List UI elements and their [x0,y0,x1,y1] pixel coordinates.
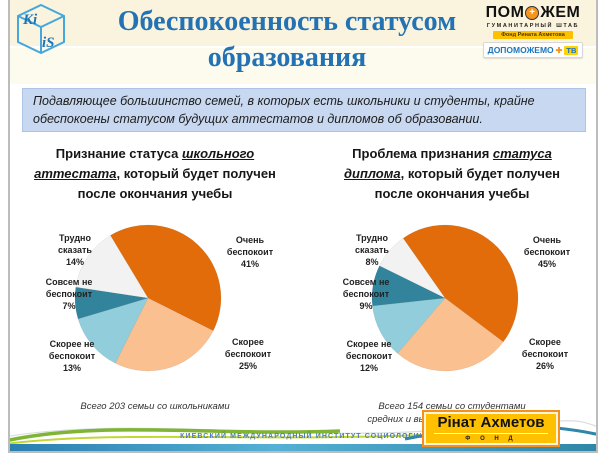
pie-slice [397,297,504,372]
pomozhem-subtitle: ГУМАНИТАРНЫЙ ШТАБ [486,23,580,29]
akhmetov-fond-label: Ф О Н Д [465,436,517,442]
slide: Ki iS Обеспокоенность статусом образован… [8,0,598,453]
pie-label: Трудно сказать 8% [355,233,389,267]
chart-note: Всего 203 семьи со школьниками [80,401,230,412]
akhmetov-logo: Рінат Ахметов Ф О Н Д [422,410,560,447]
akhmetov-name: Рінат Ахметов [437,414,545,431]
pie-label: Совсем не беспокоит 7% [45,277,93,311]
pie-label: Совсем не беспокоит 9% [342,277,390,311]
pomozhem-logo: ПОМ + ЖЕМ ГУМАНИТАРНЫЙ ШТАБ Фонд Рината … [475,4,591,58]
page-title-line1: Обеспокоенность статусом [117,6,457,37]
chart-title-suffix: , который будет получен после окончания … [77,166,276,201]
pie-label: Скорее беспокоит 25% [224,337,272,371]
pie-slice [77,297,149,364]
pie-slice [372,297,446,354]
chart-panel-diploma: Проблема признания статуса диплома, кото… [312,140,592,426]
summary-banner: Подавляющее большинство семей, в которых… [22,88,586,132]
footer-org-label: КИЕВСКИЙ МЕЖДУНАРОДНЫЙ ИНСТИТУТ СОЦИОЛОГ… [180,433,426,440]
svg-text:Ki: Ki [22,12,38,28]
pie-slice [379,237,446,299]
kiis-cube-icon: Ki iS [17,3,65,55]
plus-circle-icon: + [525,6,540,20]
pie-label: Скорее не беспокоит 13% [48,339,96,373]
chart-title: Проблема признания статуса диплома, кото… [326,144,578,204]
pomozhem-fond-bar: Фонд Рината Ахметова [493,31,573,39]
svg-text:iS: iS [42,35,55,51]
pomozhem-text-right: ЖЕМ [540,4,581,21]
pie-slice [75,235,149,299]
dopomozhemo-badge: ДОПОМОЖЕМО ✚ ТВ [482,42,584,58]
chart-panel-school: Признание статуса школьного аттестата, к… [15,140,295,413]
pomozhem-wordmark: ПОМ + ЖЕМ [486,4,581,22]
footer-blue-strip [10,444,596,451]
page-title: Обеспокоенность статусом образования [72,4,502,76]
pie-chart-diploma: Очень беспокоит 45% Скорее беспокоит 26% Ско… [317,210,587,396]
pie-slice [114,297,214,372]
chart-title-prefix: Проблема признания [352,146,493,161]
chart-title: Признание статуса школьного аттестата, к… [29,144,281,204]
pie-label: Очень беспокоит 41% [226,235,274,269]
pie-slice [110,224,222,332]
chart-title-prefix: Признание статуса [55,146,182,161]
pie-chart-school: Очень беспокоит 41% Скорее беспокоит 25% Ско… [20,210,290,396]
pomozhem-text-left: ПОМ [485,4,525,21]
pie-label: Очень беспокоит 45% [523,235,571,269]
akhmetov-divider [434,433,548,434]
kiis-logo: Ki iS [13,2,69,56]
pie-label: Трудно сказать 14% [58,233,92,267]
page-title-line2: образования [207,42,367,73]
plus-icon: ✚ [555,45,563,55]
chart-title-emphasis: школьного аттестата [34,146,255,181]
chart-title-suffix: , который будет получен после окончания … [374,166,561,201]
pie-slice [402,224,519,343]
pie-slice [74,286,149,320]
chart-title-emphasis: статуса диплома [343,146,552,181]
tv-badge: ТВ [564,45,579,55]
pie-label: Скорее беспокоит 26% [521,337,569,371]
pie-label: Скорее не беспокоит 12% [345,339,393,373]
pie-slice [371,265,446,307]
dopomozhemo-label: ДОПОМОЖЕМО [487,45,554,55]
